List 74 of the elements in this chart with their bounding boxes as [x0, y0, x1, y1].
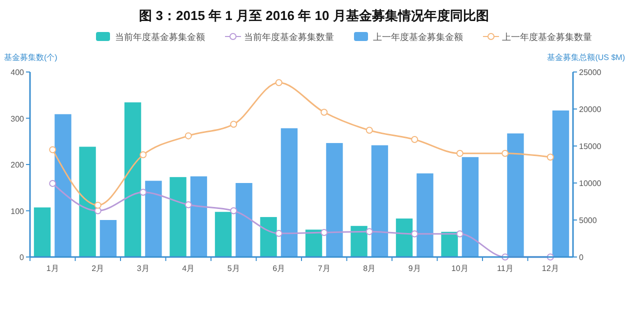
- point: [49, 146, 56, 154]
- bar: [396, 218, 413, 257]
- y2-tick-label: 25000: [579, 68, 602, 77]
- x-tick-label: 5月: [227, 264, 240, 273]
- bar: [305, 230, 322, 257]
- bar: [100, 220, 117, 257]
- legend-label: 上一年度基金募集金额: [373, 32, 463, 42]
- point: [275, 79, 282, 86]
- x-tick-label: 4月: [182, 264, 195, 273]
- bar: [462, 157, 479, 257]
- bar: [79, 146, 96, 257]
- point: [230, 120, 238, 128]
- y2-tick-label: 15000: [579, 142, 602, 151]
- y-tick-label: 0: [20, 253, 25, 262]
- point: [502, 150, 509, 157]
- bar: [124, 102, 142, 257]
- point: [275, 230, 282, 237]
- point: [49, 180, 56, 187]
- point: [94, 202, 102, 209]
- x-tick-label: 3月: [136, 264, 150, 273]
- point: [456, 230, 464, 238]
- bar: [326, 143, 343, 257]
- point: [456, 150, 464, 157]
- y2-tick-label: 5000: [579, 216, 598, 225]
- bar: [416, 173, 434, 257]
- y2-axis-title: 基金募集总额(US $M): [547, 53, 626, 62]
- legend-label: 当前年度基金募集金额: [115, 32, 205, 42]
- point: [411, 230, 418, 238]
- legend-label: 上一年度基金募集数量: [502, 32, 592, 42]
- point: [411, 136, 418, 144]
- y-tick-label: 200: [10, 160, 25, 170]
- bar: [236, 183, 252, 257]
- bar: [190, 176, 208, 257]
- legend-label: 当前年度基金募集数量: [244, 32, 334, 42]
- y-tick-label: 300: [10, 114, 25, 124]
- point: [366, 228, 373, 236]
- x-tick-label: 2月: [92, 264, 104, 273]
- point: [140, 151, 147, 158]
- point: [94, 207, 102, 214]
- bar: [507, 133, 524, 257]
- bar: [34, 207, 51, 257]
- x-tick-label: 11月: [496, 264, 514, 273]
- bar: [145, 180, 162, 257]
- y2-tick-label: 20000: [579, 105, 602, 114]
- y-axis-title: 基金募集数(个): [4, 53, 58, 62]
- x-tick-label: 6月: [272, 264, 286, 273]
- y2-tick-label: 10000: [579, 179, 602, 188]
- bar: [54, 114, 72, 257]
- point: [320, 228, 328, 236]
- x-tick-label: 9月: [408, 264, 421, 273]
- y-tick-label: 400: [10, 68, 25, 77]
- x-tick-label: 10月: [451, 264, 468, 273]
- point: [140, 188, 147, 196]
- bar: [552, 110, 570, 257]
- y2-tick-label: 0: [579, 253, 584, 262]
- point: [366, 126, 373, 134]
- bar: [214, 212, 232, 257]
- bar: [280, 128, 298, 257]
- bar: [371, 145, 388, 257]
- chart-title: 图 3：2015 年 1 月至 2016 年 10 月基金募集情况年度同比图: [139, 8, 489, 23]
- point: [184, 132, 192, 140]
- x-tick-label: 12月: [542, 264, 559, 273]
- point: [546, 154, 554, 161]
- x-tick-label: 8月: [363, 264, 376, 273]
- bar: [170, 177, 186, 257]
- point: [230, 207, 238, 214]
- x-tick-label: 7月: [318, 264, 330, 273]
- y-tick-label: 100: [10, 206, 25, 216]
- bar: [260, 217, 277, 257]
- point: [320, 108, 328, 116]
- bar: [350, 226, 368, 257]
- bar: [441, 232, 458, 257]
- x-tick-label: 1月: [46, 264, 59, 273]
- point: [184, 201, 192, 208]
